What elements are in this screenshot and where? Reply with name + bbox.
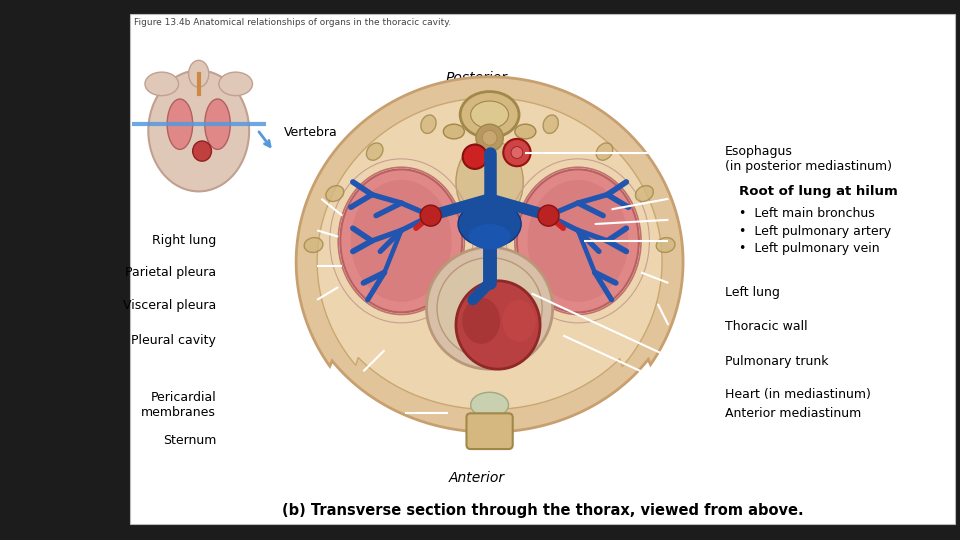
Circle shape (482, 131, 497, 145)
Ellipse shape (468, 224, 511, 249)
Ellipse shape (420, 115, 436, 133)
Text: Visceral pleura: Visceral pleura (123, 299, 216, 312)
Circle shape (476, 124, 503, 152)
Ellipse shape (456, 140, 523, 224)
Ellipse shape (657, 238, 675, 253)
Text: •  Left main bronchus: • Left main bronchus (739, 207, 875, 220)
Circle shape (538, 205, 559, 226)
Ellipse shape (188, 60, 209, 87)
Text: Pleural cavity: Pleural cavity (132, 334, 216, 347)
Ellipse shape (543, 115, 559, 133)
FancyBboxPatch shape (130, 14, 955, 524)
Ellipse shape (636, 186, 654, 201)
FancyBboxPatch shape (467, 413, 513, 449)
Ellipse shape (527, 180, 629, 302)
Text: Sternum: Sternum (162, 434, 216, 447)
Ellipse shape (145, 72, 179, 96)
Text: •  Left pulmonary vein: • Left pulmonary vein (739, 242, 879, 255)
Ellipse shape (304, 238, 323, 253)
Ellipse shape (463, 298, 500, 344)
Ellipse shape (470, 101, 509, 129)
Text: (b) Transverse section through the thorax, viewed from above.: (b) Transverse section through the thora… (281, 503, 804, 518)
Polygon shape (296, 77, 684, 432)
Ellipse shape (515, 124, 536, 139)
Ellipse shape (367, 143, 383, 160)
Ellipse shape (219, 72, 252, 96)
Ellipse shape (350, 180, 452, 302)
Text: •  Left pulmonary artery: • Left pulmonary artery (739, 225, 891, 238)
Text: Pericardial
membranes: Pericardial membranes (141, 391, 216, 419)
Ellipse shape (193, 141, 211, 161)
Text: Anterior: Anterior (449, 471, 505, 485)
Text: Root of lung at hilum: Root of lung at hilum (739, 185, 898, 198)
Text: Figure 13.4b Anatomical relationships of organs in the thoracic cavity.: Figure 13.4b Anatomical relationships of… (134, 18, 451, 27)
Text: Left lung: Left lung (725, 286, 780, 299)
Ellipse shape (516, 170, 639, 312)
Circle shape (511, 147, 523, 158)
Circle shape (463, 145, 487, 169)
Text: Posterior: Posterior (446, 71, 508, 85)
Text: Vertebra: Vertebra (284, 126, 338, 139)
Ellipse shape (340, 170, 463, 312)
Ellipse shape (437, 258, 542, 359)
Ellipse shape (149, 70, 250, 191)
Text: Anterior mediastinum: Anterior mediastinum (725, 407, 861, 420)
Ellipse shape (596, 143, 612, 160)
Ellipse shape (456, 281, 540, 369)
Text: Heart (in mediastinum): Heart (in mediastinum) (725, 388, 871, 401)
Ellipse shape (204, 99, 230, 150)
Circle shape (503, 139, 531, 166)
Polygon shape (317, 98, 662, 409)
Ellipse shape (426, 247, 553, 369)
Ellipse shape (325, 186, 344, 201)
Ellipse shape (458, 201, 521, 247)
Text: Pulmonary trunk: Pulmonary trunk (725, 355, 828, 368)
Ellipse shape (167, 99, 193, 150)
Text: Esophagus
(in posterior mediastinum): Esophagus (in posterior mediastinum) (725, 145, 892, 173)
Text: Parietal pleura: Parietal pleura (125, 266, 216, 279)
Text: Thoracic wall: Thoracic wall (725, 320, 807, 333)
Ellipse shape (460, 92, 519, 138)
Ellipse shape (470, 392, 509, 417)
Circle shape (420, 205, 442, 226)
Ellipse shape (444, 124, 465, 139)
Text: Right lung: Right lung (152, 234, 216, 247)
Ellipse shape (502, 300, 536, 342)
